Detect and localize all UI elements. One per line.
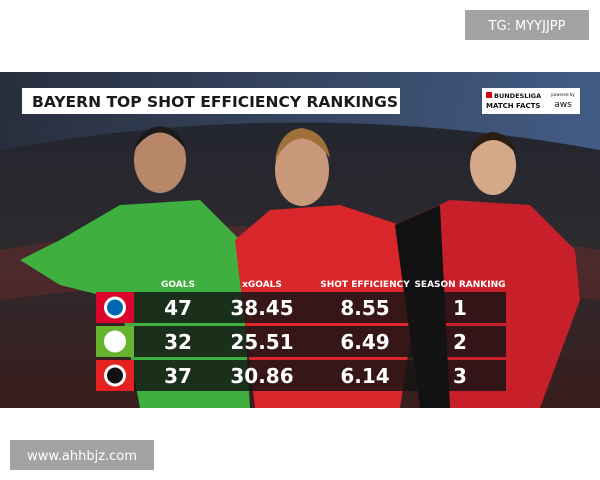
logo-powered: powered by <box>551 92 575 97</box>
column-header: GOALS <box>161 280 195 290</box>
column-header: SEASON RANKING <box>414 280 505 290</box>
cell-value: 25.51 <box>230 330 293 354</box>
logo-icon <box>486 92 492 98</box>
club-badge-inner <box>107 367 123 384</box>
cell-value: 3 <box>453 364 467 388</box>
cell-value: 1 <box>453 296 467 320</box>
cell-value: 8.55 <box>340 296 389 320</box>
club-badge-inner <box>107 299 123 316</box>
watermark-text: www.ahhbjz.com <box>27 449 137 464</box>
row-background <box>96 292 506 323</box>
cell-value: 32 <box>164 330 192 354</box>
logo-brand: BUNDESLIGA <box>494 92 541 100</box>
row-background <box>96 326 506 357</box>
cell-value: 2 <box>453 330 467 354</box>
row-background <box>96 360 506 391</box>
cell-value: 37 <box>164 364 192 388</box>
logo-box <box>482 88 580 114</box>
column-header: xGOALS <box>242 280 282 290</box>
logo-aws: aws <box>554 100 572 110</box>
column-header: SHOT EFFICIENCY <box>320 280 410 290</box>
cell-value: 47 <box>164 296 192 320</box>
title-bar <box>22 88 400 114</box>
cell-value: 6.49 <box>340 330 389 354</box>
watermark-box <box>465 10 589 40</box>
logo-sub: MATCH FACTS <box>486 102 540 110</box>
cell-value: 38.45 <box>230 296 293 320</box>
club-badge-inner <box>107 333 123 350</box>
title: BAYERN TOP SHOT EFFICIENCY RANKINGS <box>32 93 398 111</box>
watermark-box <box>10 440 154 470</box>
cell-value: 30.86 <box>230 364 293 388</box>
cell-value: 6.14 <box>340 364 389 388</box>
stats-table: GOALS xGOALS SHOT EFFICIENCY SEASON RANKING… <box>96 280 506 391</box>
watermark-text: TG: MYYJJPP <box>488 19 566 34</box>
